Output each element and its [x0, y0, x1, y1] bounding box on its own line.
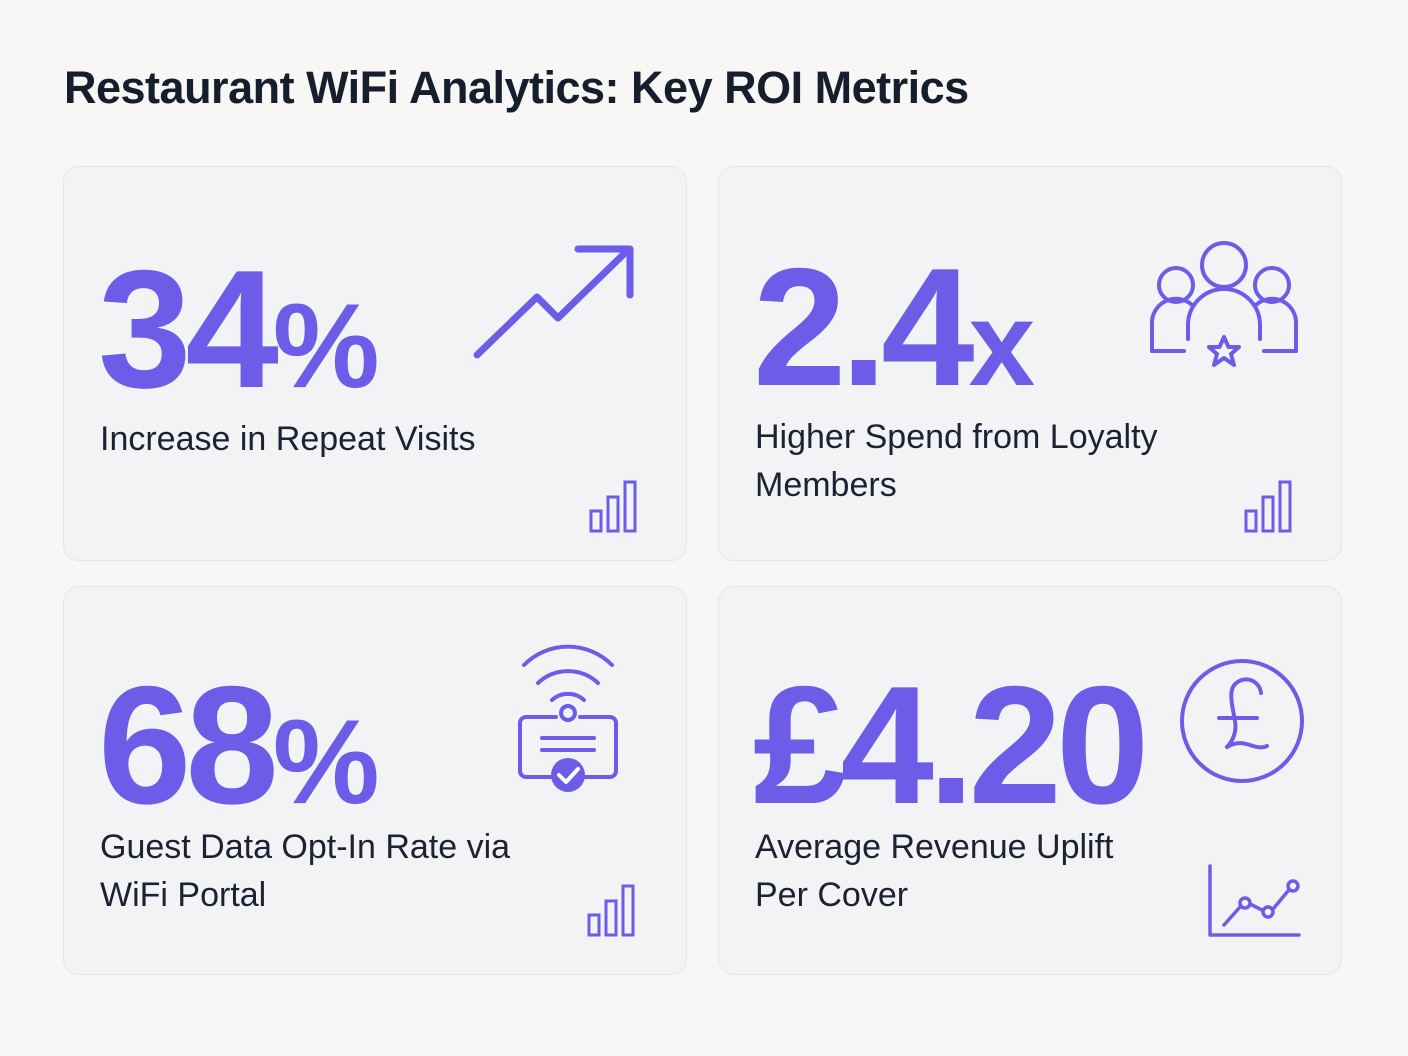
metric-card-loyalty-spend: 2.4x Higher Spend from Loyalty Members	[718, 166, 1342, 561]
metric-number: 2.4	[753, 233, 975, 421]
trending-up-icon	[469, 241, 639, 361]
page-title: Restaurant WiFi Analytics: Key ROI Metri…	[64, 62, 969, 113]
wifi-id-check-icon	[512, 643, 624, 795]
metric-value: 34%	[98, 245, 380, 413]
metric-unit: %	[272, 695, 380, 829]
metric-label: Increase in Repeat Visits	[100, 420, 476, 458]
pound-coin-icon	[1179, 653, 1309, 789]
metric-value: 68%	[98, 661, 380, 829]
group-star-icon	[1144, 239, 1304, 379]
metric-unit: x	[968, 277, 1036, 411]
bar-chart-icon	[1243, 479, 1303, 535]
metric-label: Higher Spend from Loyalty Members	[755, 418, 1158, 504]
metric-label: Average Revenue Uplift Per Cover	[755, 828, 1114, 914]
metric-number: 68	[98, 651, 279, 839]
metric-value: 2.4x	[753, 243, 1035, 411]
metric-card-repeat-visits: 34% Increase in Repeat Visits	[63, 166, 687, 561]
metric-card-revenue-uplift: £4.20 Average Revenue Uplift Per Cover	[718, 586, 1342, 975]
line-chart-icon	[1207, 863, 1307, 939]
metric-unit: %	[272, 279, 380, 413]
metric-label: Guest Data Opt-In Rate via WiFi Portal	[100, 828, 511, 914]
metric-value: £4.20	[753, 661, 1149, 829]
bar-chart-icon	[588, 479, 648, 535]
bar-chart-icon	[586, 883, 646, 939]
metric-card-opt-in-rate: 68% Guest Data Opt-In Rate via WiFi Port…	[63, 586, 687, 975]
metric-number: £4.20	[753, 651, 1149, 839]
metric-number: 34	[98, 235, 279, 423]
